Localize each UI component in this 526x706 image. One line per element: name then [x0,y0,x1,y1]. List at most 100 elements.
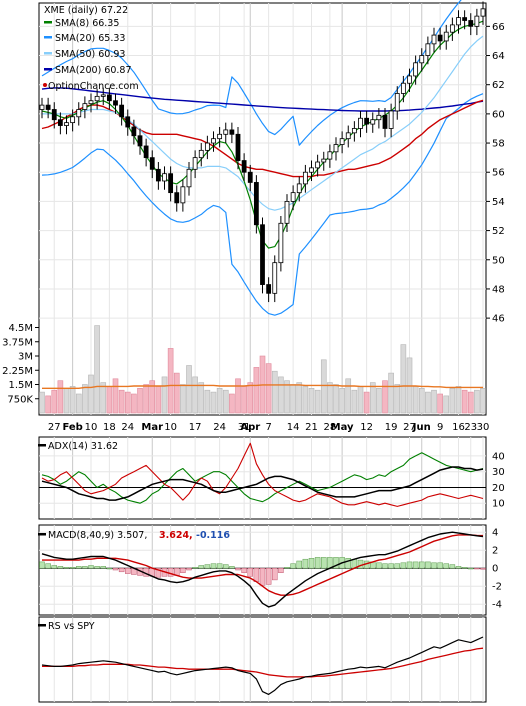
macd-histogram-bar [125,567,131,574]
volume-tick-label: 2.25M [2,366,33,377]
candle-up [284,201,290,224]
candle-up [480,8,486,17]
macd-histogram-bar [186,567,192,571]
volume-bar [376,387,382,414]
adx-minus-di-line [41,442,484,507]
candle-down [241,160,247,173]
adx-tick-label: 20 [492,483,505,494]
volume-bar [204,389,211,414]
adx-tick-label: 40 [492,451,505,462]
volume-bar [418,387,425,414]
macd-histogram-bar [431,562,437,569]
volume-bar [173,372,180,414]
volume-bar [437,393,443,414]
volume-bar [143,384,149,414]
macd-histogram-bar [425,561,431,569]
macd-tick-label: -2 [492,582,502,593]
macd-histogram-bar [308,558,315,569]
candle-down [155,168,161,182]
macd-histogram-bar [449,564,456,569]
macd-histogram-bar [321,557,327,569]
macd-histogram-bar [400,562,407,569]
candle-up [82,103,88,110]
macd-tick-label: 0 [492,564,498,575]
volume-bar [253,367,260,414]
macd-histogram-bar [229,566,235,569]
adx-line [41,466,484,501]
rs-line [41,636,484,696]
candle-down [247,171,253,183]
x-tick-label: 12 [360,422,373,433]
candle-down [266,284,272,294]
candle-down [235,133,241,161]
candle-down [106,94,112,102]
volume-bar [351,389,358,414]
macd-line [41,531,484,608]
volume-bar [180,384,186,414]
candle-up [39,104,45,110]
volume-bar [394,384,401,414]
adx-tick-label: 10 [492,499,505,510]
x-tick-label: 30 [477,422,490,433]
volume-bar [449,387,456,414]
macd-histogram-bar [57,566,64,569]
volume-bar [247,382,254,414]
price-tick-label: 62 [492,80,505,91]
volume-bar [333,384,339,414]
legend-swatch-sma50 [44,52,52,55]
candle-up [217,133,223,140]
volume-bar [431,389,437,414]
candle-up [449,24,455,33]
macd-signal-label: 3.624, [159,530,193,541]
candle-up [162,173,167,182]
volume-bar [271,370,278,414]
volume-tick-label: 1.5M [8,380,33,391]
volume-bar [69,386,76,414]
macd-histogram-bar [39,561,45,569]
volume-bar [400,344,407,414]
x-tick-label: 28 [324,422,337,433]
volume-tick-label: 3.75M [2,337,33,348]
candle-down [57,119,63,126]
macd-histogram-bar [223,564,229,569]
macd-histogram-bar [106,567,113,570]
candle-up [192,157,198,170]
macd-histogram-bar [443,563,449,569]
x-tick-label: Feb [62,422,82,433]
candle-down [229,129,235,135]
macd-hist-label: -0.116 [196,530,230,541]
volume-bar [369,382,376,414]
candle-up [339,138,345,145]
volume-bar [480,387,486,414]
candle-up [388,110,394,129]
macd-histogram-bar [198,565,204,569]
volume-bar [192,376,198,414]
candle-up [70,116,76,124]
candle-up [358,117,363,129]
volume-bar [118,389,125,414]
macd-histogram-bar [480,567,486,570]
candle-up [407,75,412,84]
volume-bar [357,386,364,414]
volume-bar [94,325,100,414]
volume-average-line [42,384,483,389]
candle-up [327,151,333,160]
legend-sma200: SMA(200) 60.87 [55,65,132,76]
price-tick-label: 56 [492,168,505,179]
macd-histogram-bar [112,567,119,571]
volume-bar [88,374,94,414]
legend-sma50: SMA(50) 60.93 [55,49,125,60]
candle-up [223,129,229,135]
candle-down [131,126,137,137]
macd-histogram-bar [468,567,474,570]
candle-down [168,173,174,194]
candle-up [425,43,431,56]
candle-down [468,20,474,27]
x-tick-label: 24 [213,422,226,433]
macd-histogram-bar [290,563,296,569]
candle-up [290,192,296,202]
candle-down [51,109,57,121]
candle-up [456,17,461,26]
